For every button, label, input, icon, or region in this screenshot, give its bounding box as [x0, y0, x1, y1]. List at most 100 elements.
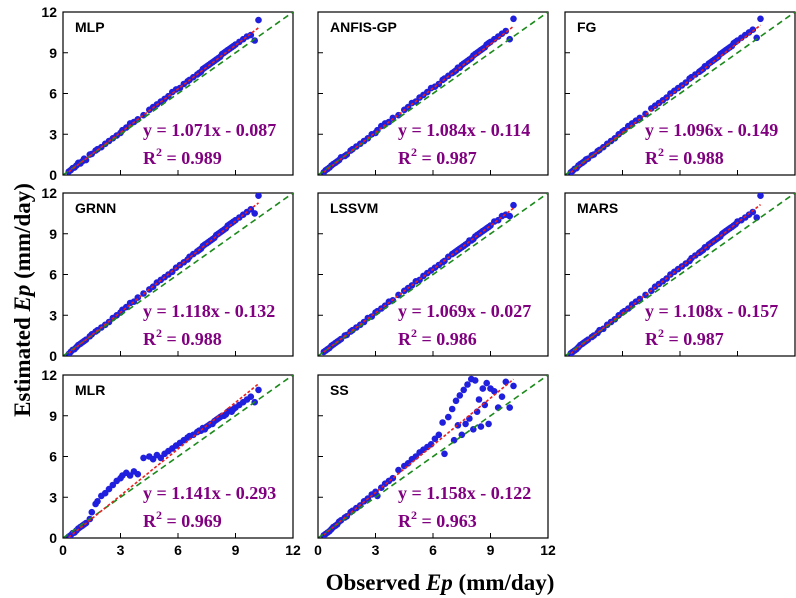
y-tick-label: 9 [49, 45, 57, 61]
data-point [460, 386, 468, 394]
data-point [251, 210, 258, 217]
x-tick-label: 12 [285, 542, 301, 558]
data-point [395, 466, 402, 474]
identity-line [63, 12, 293, 175]
y-tick-label: 0 [49, 167, 57, 183]
identity-line [318, 12, 548, 175]
data-point [134, 470, 142, 478]
r-squared: R2 = 0.988 [143, 326, 222, 349]
panel-mlr: 0 3 6 9 12 0 3 6 9 12 MLR y = 1.141x - 0.293 R2 = 0.… [41, 367, 301, 558]
panels-grid: 0 3 6 9 12 MLP y = 1.071x - 0.087 R2 = 0.989 ANF… [41, 4, 796, 558]
data-point [448, 405, 456, 413]
panel-title: MLR [75, 382, 105, 398]
data-point [471, 377, 479, 384]
x-tick-label: 3 [372, 542, 380, 558]
data-point [452, 397, 460, 405]
r-squared: R2 = 0.987 [398, 145, 477, 168]
x-axis-title: Observed Ep (mm/day) [326, 570, 555, 595]
data-point [109, 481, 117, 489]
identity-line [318, 193, 548, 356]
data-point [251, 37, 258, 44]
data-point [247, 393, 255, 401]
data-point [255, 386, 262, 394]
plot-area [318, 375, 548, 538]
y-tick-label: 0 [49, 348, 57, 364]
data-point [510, 201, 517, 209]
regression-equation: y = 1.071x - 0.087 [143, 120, 276, 140]
data-point [441, 450, 448, 458]
fit-line [570, 24, 761, 174]
y-tick-label: 3 [49, 489, 57, 505]
y-tick-label: 3 [49, 126, 57, 142]
panel-title: MARS [577, 200, 618, 216]
data-point [435, 431, 443, 439]
regression-equation: y = 1.069x - 0.027 [398, 301, 531, 321]
data-point [506, 404, 513, 411]
y-tick-label: 3 [49, 307, 57, 323]
r-squared: R2 = 0.987 [645, 326, 724, 349]
x-tick-label: 0 [59, 542, 67, 558]
r-squared: R2 = 0.986 [398, 326, 477, 349]
regression-equation: y = 1.118x - 0.132 [143, 301, 275, 321]
y-tick-label: 9 [49, 408, 57, 424]
identity-line [318, 375, 548, 538]
identity-line [63, 375, 293, 538]
panel-mlp: 0 3 6 9 12 MLP y = 1.071x - 0.087 R2 = 0.989 [41, 4, 294, 183]
data-point [491, 388, 498, 395]
data-point [82, 156, 90, 164]
x-tick-label: 9 [487, 542, 495, 558]
data-point [445, 413, 452, 421]
data-point [483, 379, 491, 387]
fit-line [570, 203, 761, 355]
plot-area [318, 193, 548, 356]
panel-title: SS [330, 382, 349, 398]
data-point [485, 420, 492, 428]
y-tick-label: 12 [41, 185, 57, 201]
regression-equation: y = 1.084x - 0.114 [398, 120, 530, 140]
identity-line [565, 193, 795, 356]
x-tick-label: 6 [174, 542, 182, 558]
data-point [88, 508, 96, 516]
x-tick-label: 9 [232, 542, 240, 558]
r-squared: R2 = 0.988 [645, 145, 724, 168]
plot-area [63, 193, 293, 356]
panel-title: FG [577, 19, 597, 35]
y-tick-label: 6 [49, 267, 57, 283]
panel-anfis-gp: ANFIS-GP y = 1.084x - 0.114 R2 = 0.987 [317, 11, 549, 176]
panel-ss: 0 3 6 9 12 SS y = 1.158x - 0.122 R2 = 0.963 [314, 374, 556, 558]
data-point [753, 214, 760, 221]
data-point [749, 26, 757, 33]
x-tick-label: 0 [314, 542, 322, 558]
panel-title: ANFIS-GP [330, 19, 397, 35]
data-point [464, 381, 471, 388]
data-point [473, 408, 481, 416]
data-point [456, 392, 464, 399]
panel-title: MLP [75, 19, 105, 35]
data-point [502, 27, 510, 35]
data-point [94, 498, 101, 505]
plot-area [565, 193, 795, 356]
plot-area [565, 12, 795, 175]
identity-line [565, 12, 795, 175]
y-axis-title: Estimated Ep (mm/day) [10, 183, 35, 417]
fit-line [68, 383, 260, 538]
data-point [462, 420, 469, 428]
regression-equation: y = 1.108x - 0.157 [645, 301, 778, 321]
y-tick-label: 12 [41, 367, 57, 383]
r-squared: R2 = 0.969 [143, 508, 222, 531]
panel-lssvm: LSSVM y = 1.069x - 0.027 R2 = 0.986 [317, 192, 549, 357]
fit-line [323, 378, 515, 536]
y-tick-label: 12 [41, 4, 57, 20]
data-point [255, 193, 262, 199]
identity-line [63, 193, 293, 356]
data-point [479, 385, 487, 392]
r-squared: R2 = 0.989 [143, 145, 222, 168]
x-tick-label: 3 [117, 542, 125, 558]
y-tick-label: 6 [49, 449, 57, 465]
data-point [255, 16, 262, 24]
data-point [510, 15, 517, 23]
panel-title: LSSVM [330, 200, 378, 216]
data-point [506, 212, 513, 220]
x-tick-label: 12 [540, 542, 556, 558]
plot-area [318, 12, 548, 175]
